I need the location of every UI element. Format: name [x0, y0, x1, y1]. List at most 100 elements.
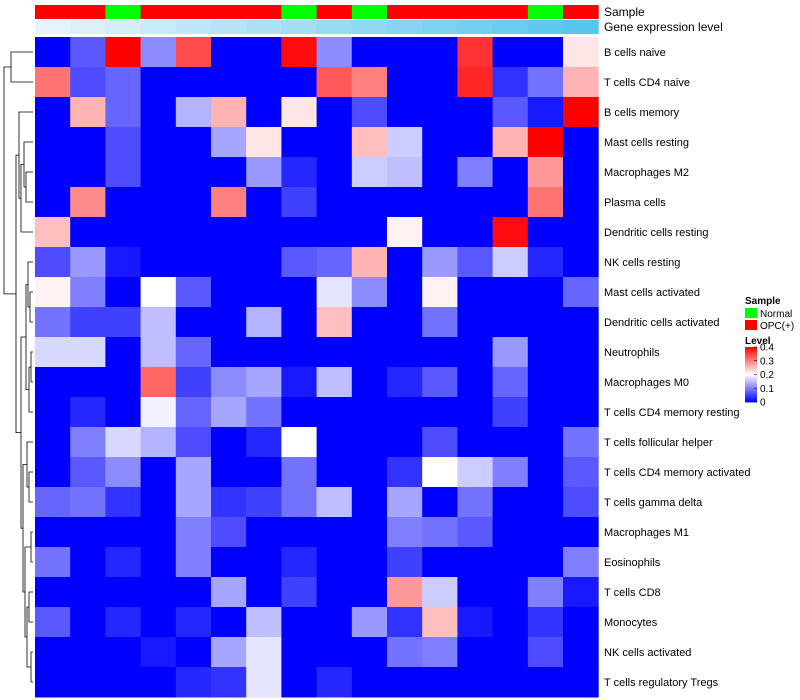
heatmap-cell: [563, 637, 599, 668]
heatmap-cell: [387, 547, 423, 578]
heatmap-cell: [316, 217, 353, 248]
heatmap-cell: [281, 487, 318, 518]
heatmap-cell: [246, 217, 282, 248]
expression-annotation-cell: [316, 20, 353, 34]
heatmap-cell: [105, 517, 142, 548]
heatmap-cell: [351, 517, 388, 548]
heatmap-cell: [246, 577, 282, 608]
expression-annotation-cell: [527, 20, 564, 34]
heatmap-cell: [387, 307, 423, 338]
sample-annotation-cell: [316, 5, 353, 19]
heatmap-cell: [211, 67, 247, 98]
heatmap-cell: [316, 37, 353, 68]
heatmap-cell: [281, 277, 318, 308]
heatmap-cell: [563, 307, 599, 338]
heatmap-cell: [351, 277, 388, 308]
sample-annotation-cell: [527, 5, 564, 19]
heatmap-cell: [105, 427, 142, 458]
heatmap-cell: [281, 247, 318, 278]
heatmap-cell: [563, 547, 599, 578]
heatmap-cell: [175, 667, 212, 698]
heatmap-cell: [316, 457, 353, 488]
heatmap-cell: [351, 127, 388, 158]
heatmap-cell: [387, 187, 423, 218]
heatmap-cell: [140, 577, 177, 608]
heatmap-cell: [175, 457, 212, 488]
expression-annotation-cell: [175, 20, 212, 34]
heatmap-cell: [105, 397, 142, 428]
heatmap-cell: [246, 667, 282, 698]
colorbar-segment: [745, 352, 757, 355]
colorbar-segment: [745, 393, 757, 396]
heatmap-cell: [140, 637, 177, 668]
heatmap-cell: [316, 127, 353, 158]
row-label: Macrophages M2: [604, 167, 689, 179]
row-label: T cells follicular helper: [604, 437, 713, 449]
heatmap-cell: [457, 457, 494, 488]
heatmap-cell: [387, 487, 423, 518]
heatmap-cell: [35, 67, 71, 98]
heatmap-cell: [457, 367, 494, 398]
heatmap-cell: [422, 397, 458, 428]
heatmap-cell: [316, 397, 353, 428]
dendrogram-branch: [20, 164, 33, 233]
row-label: B cells naive: [604, 47, 666, 59]
row-label: Dendritic cells resting: [604, 227, 709, 239]
heatmap-cell: [140, 487, 177, 518]
heatmap-cell: [246, 187, 282, 218]
heatmap-cell: [70, 187, 106, 218]
heatmap-cell: [351, 307, 388, 338]
heatmap-cell: [175, 67, 212, 98]
row-label: Mast cells activated: [604, 287, 700, 299]
heatmap-cell: [211, 517, 247, 548]
heatmap-cell: [563, 67, 599, 98]
heatmap-cell: [387, 277, 423, 308]
heatmap-cell: [246, 97, 282, 128]
heatmap-cell: [35, 547, 71, 578]
heatmap-cell: [527, 187, 564, 218]
expression-annotation-cell: [281, 20, 318, 34]
heatmap-cell: [211, 97, 247, 128]
heatmap-cell: [492, 577, 529, 608]
row-label: Monocytes: [604, 617, 658, 629]
heatmap-cell: [175, 277, 212, 308]
heatmap-cell: [351, 187, 388, 218]
legend-opc-swatch: [745, 320, 757, 330]
heatmap-cell: [70, 607, 106, 638]
heatmap-cell: [527, 607, 564, 638]
heatmap-cell: [35, 37, 71, 68]
colorbar-segment: [745, 388, 757, 391]
heatmap-cell: [70, 337, 106, 368]
heatmap-cell: [316, 97, 353, 128]
heatmap-cell: [422, 427, 458, 458]
heatmap-cell: [563, 397, 599, 428]
heatmap-cell: [140, 517, 177, 548]
heatmap-cell: [316, 307, 353, 338]
heatmap-cell: [35, 217, 71, 248]
heatmap-cell: [316, 277, 353, 308]
heatmap-cell: [281, 187, 318, 218]
heatmap-cell: [35, 157, 71, 188]
heatmap-cell: [70, 517, 106, 548]
heatmap-cell: [281, 337, 318, 368]
heatmap-cell: [70, 367, 106, 398]
heatmap-cell: [175, 427, 212, 458]
heatmap-cell: [422, 247, 458, 278]
heatmap-cell: [175, 547, 212, 578]
colorbar-segment: [745, 364, 757, 367]
row-label: Macrophages M0: [604, 377, 689, 389]
heatmap-cell: [35, 607, 71, 638]
colorbar-tick-label: 0.3: [760, 356, 774, 367]
heatmap-cell: [563, 577, 599, 608]
heatmap-cell: [211, 337, 247, 368]
heatmap-cell: [35, 427, 71, 458]
sample-annotation-cell: [246, 5, 282, 19]
heatmap-cell: [175, 517, 212, 548]
heatmap-cell: [70, 637, 106, 668]
heatmap-cell: [246, 547, 282, 578]
colorbar-segment: [745, 360, 757, 363]
dendrogram-branch: [28, 471, 33, 503]
heatmap-cell: [175, 397, 212, 428]
heatmap-cell: [140, 67, 177, 98]
heatmap-cell: [281, 637, 318, 668]
